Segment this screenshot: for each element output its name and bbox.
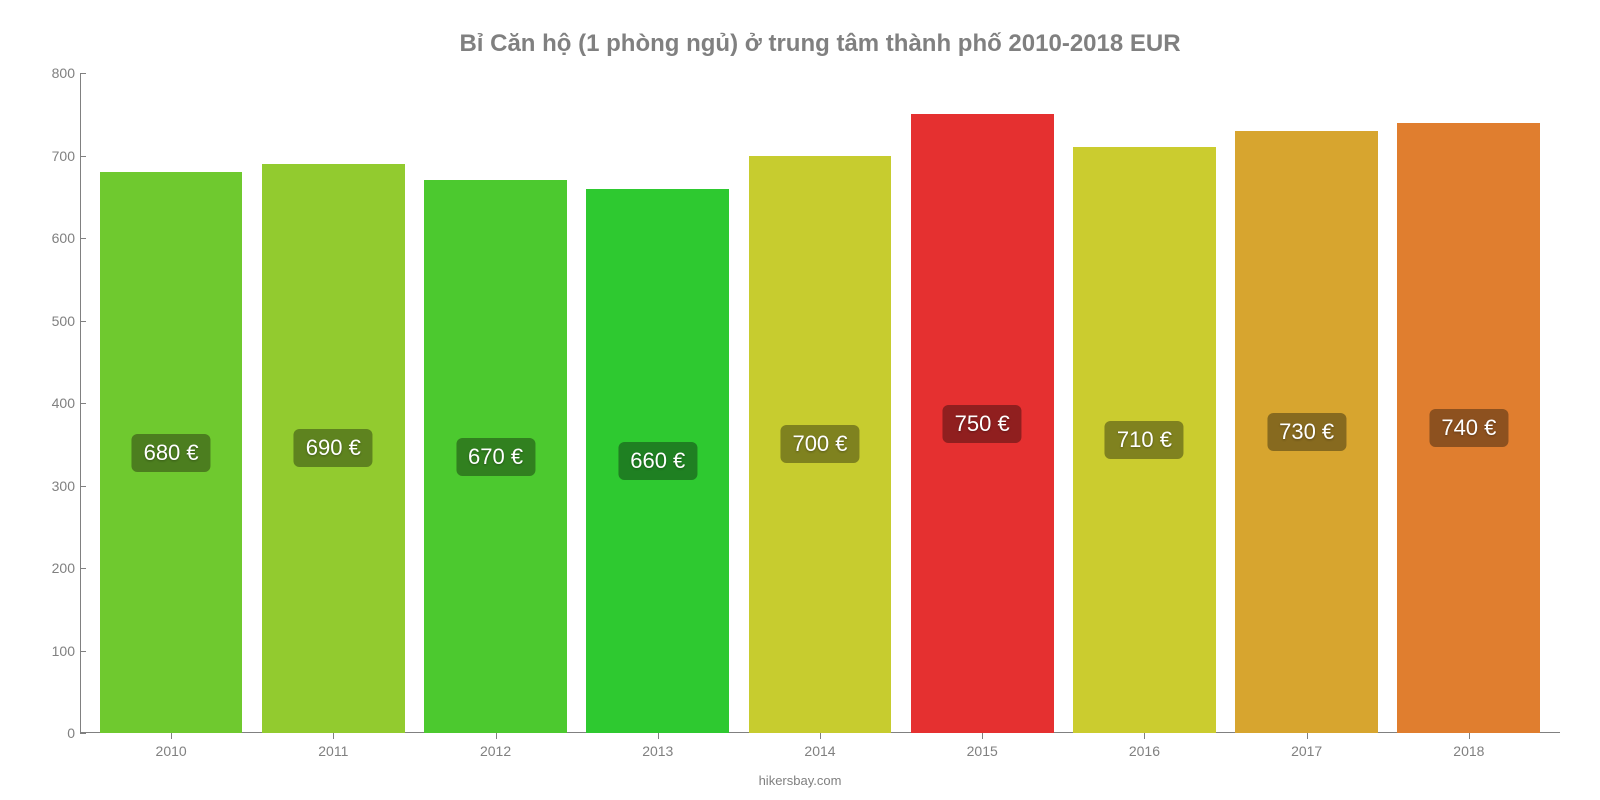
- x-tick-mark: [1144, 733, 1145, 739]
- bar-value-label: 670 €: [456, 438, 535, 476]
- y-axis: 0100200300400500600700800: [30, 73, 75, 733]
- y-tick-label: 700: [30, 148, 75, 164]
- bar: 730 €: [1235, 131, 1378, 733]
- x-tick-label: 2014: [804, 743, 835, 759]
- bar: 670 €: [424, 180, 567, 733]
- bar: 740 €: [1397, 123, 1540, 734]
- x-tick-label: 2018: [1453, 743, 1484, 759]
- bar-slot: 710 €2016: [1063, 73, 1225, 733]
- x-tick-label: 2011: [318, 743, 348, 759]
- y-tick-label: 0: [30, 725, 75, 741]
- y-tick-label: 600: [30, 230, 75, 246]
- plot-area: 0100200300400500600700800 680 €2010690 €…: [80, 73, 1560, 733]
- x-tick-label: 2010: [156, 743, 187, 759]
- x-tick-mark: [658, 733, 659, 739]
- bar-value-label: 710 €: [1105, 421, 1184, 459]
- bar-slot: 660 €2013: [577, 73, 739, 733]
- y-tick-label: 400: [30, 395, 75, 411]
- bar-value-label: 680 €: [132, 434, 211, 472]
- x-tick-mark: [496, 733, 497, 739]
- bar-value-label: 740 €: [1429, 409, 1508, 447]
- y-tick-label: 200: [30, 560, 75, 576]
- x-tick-mark: [820, 733, 821, 739]
- y-tick-label: 300: [30, 478, 75, 494]
- bar-value-label: 700 €: [780, 425, 859, 463]
- bar: 660 €: [586, 189, 729, 734]
- chart-title: Bỉ Căn hộ (1 phòng ngủ) ở trung tâm thàn…: [80, 30, 1560, 58]
- bar-slot: 670 €2012: [414, 73, 576, 733]
- bar-slot: 750 €2015: [901, 73, 1063, 733]
- bar-value-label: 660 €: [618, 442, 697, 480]
- x-tick-label: 2012: [480, 743, 511, 759]
- bar-slot: 730 €2017: [1226, 73, 1388, 733]
- bar-slot: 690 €2011: [252, 73, 414, 733]
- bar-slot: 740 €2018: [1388, 73, 1550, 733]
- bars-area: 680 €2010690 €2011670 €2012660 €2013700 …: [80, 73, 1560, 733]
- y-tick-label: 100: [30, 643, 75, 659]
- bar: 750 €: [911, 114, 1054, 733]
- y-tick-mark: [80, 733, 86, 734]
- y-tick-label: 500: [30, 313, 75, 329]
- chart-container: Bỉ Căn hộ (1 phòng ngủ) ở trung tâm thàn…: [0, 0, 1600, 800]
- x-tick-mark: [1469, 733, 1470, 739]
- bar: 690 €: [262, 164, 405, 733]
- footer-credit: hikersbay.com: [759, 773, 842, 788]
- bar: 680 €: [100, 172, 243, 733]
- x-tick-mark: [333, 733, 334, 739]
- bar: 700 €: [749, 156, 892, 734]
- bar-slot: 700 €2014: [739, 73, 901, 733]
- x-tick-label: 2013: [642, 743, 673, 759]
- x-tick-mark: [982, 733, 983, 739]
- x-tick-label: 2016: [1129, 743, 1160, 759]
- x-tick-mark: [1307, 733, 1308, 739]
- bar-value-label: 690 €: [294, 429, 373, 467]
- bar-value-label: 730 €: [1267, 413, 1346, 451]
- bar-value-label: 750 €: [943, 405, 1022, 443]
- bar-slot: 680 €2010: [90, 73, 252, 733]
- x-tick-label: 2017: [1291, 743, 1322, 759]
- y-tick-label: 800: [30, 65, 75, 81]
- x-tick-label: 2015: [967, 743, 998, 759]
- bar: 710 €: [1073, 147, 1216, 733]
- x-tick-mark: [171, 733, 172, 739]
